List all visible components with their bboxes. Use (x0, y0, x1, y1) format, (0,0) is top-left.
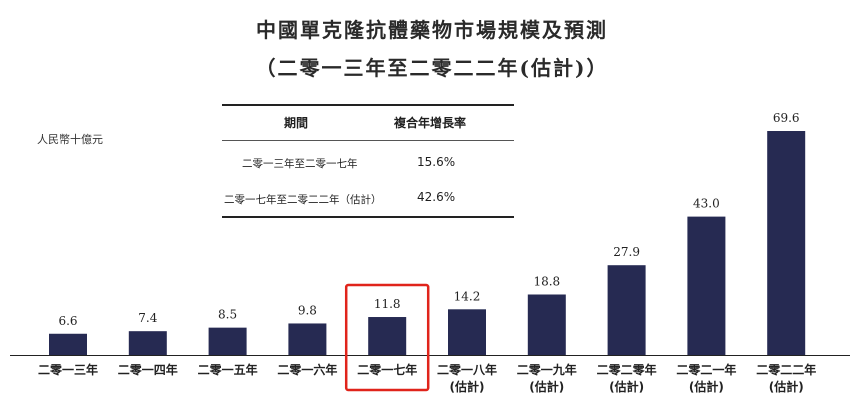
value-label-1: 6.6 (58, 314, 77, 328)
bar-8 (607, 265, 646, 355)
bar-5 (368, 317, 407, 355)
cagr-header-period: 期間 (284, 116, 309, 130)
x-tick-label-6-note: (估計) (450, 379, 485, 394)
value-label-10: 69.6 (773, 111, 800, 125)
x-tick-label-9: 二零二一年 (676, 362, 736, 377)
bar-9 (687, 216, 726, 355)
x-tick-label-6: 二零一八年 (437, 362, 497, 377)
bar-1 (49, 333, 87, 355)
cagr-header-rate: 複合年增長率 (394, 116, 467, 130)
bar-10 (767, 131, 806, 355)
x-tick-label-2: 二零一四年 (118, 362, 178, 377)
chart-title: 中國單克隆抗體藥物市場規模及預測 (256, 18, 608, 42)
x-tick-label-9-note: (估計) (689, 379, 724, 394)
x-tick-label-8: 二零二零年 (597, 362, 657, 377)
bar-6 (448, 309, 486, 355)
x-tick-label-3: 二零一五年 (198, 362, 258, 377)
cagr-table: 期間 複合年增長率 二零一三年至二零一七年 15.6% 二零一七年至二零二二年（… (222, 104, 514, 218)
x-tick-label-1: 二零一三年 (38, 362, 98, 377)
value-label-7: 18.8 (533, 274, 560, 288)
cagr-row-2-rate: 42.6% (417, 190, 456, 204)
x-tick-label-10-note: (估計) (769, 379, 804, 394)
x-tick-label-7: 二零一九年 (517, 362, 577, 377)
unit-label: 人民幣十億元 (37, 133, 103, 146)
cagr-row-1-rate: 15.6% (417, 155, 456, 169)
cagr-row-2-period: 二零一七年至二零二二年（估計） (224, 194, 382, 206)
highlight-box (344, 283, 430, 392)
value-label-9: 43.0 (693, 197, 720, 211)
cagr-header-divider (222, 140, 514, 141)
value-label-5: 11.8 (374, 297, 401, 311)
x-tick-label-4: 二零一六年 (277, 362, 337, 377)
value-label-3: 8.5 (218, 308, 237, 322)
value-label-2: 7.4 (138, 311, 157, 325)
value-label-8: 27.9 (613, 245, 640, 259)
cagr-row-1-period: 二零一三年至二零一七年 (242, 158, 358, 170)
bar-7 (527, 294, 566, 355)
x-tick-label-10: 二零二二年 (756, 362, 816, 377)
x-tick-label-8-note: (估計) (609, 379, 644, 394)
x-tick-label-7-note: (估計) (529, 379, 564, 394)
value-label-6: 14.2 (454, 289, 481, 303)
bar-3 (208, 327, 247, 355)
x-tick-label-5: 二零一七年 (357, 362, 417, 377)
bar-2 (128, 331, 167, 355)
chart-subtitle: （二零一三年至二零二二年(估計)） (255, 56, 609, 80)
value-label-4: 9.8 (298, 303, 317, 317)
bar-4 (288, 323, 327, 355)
